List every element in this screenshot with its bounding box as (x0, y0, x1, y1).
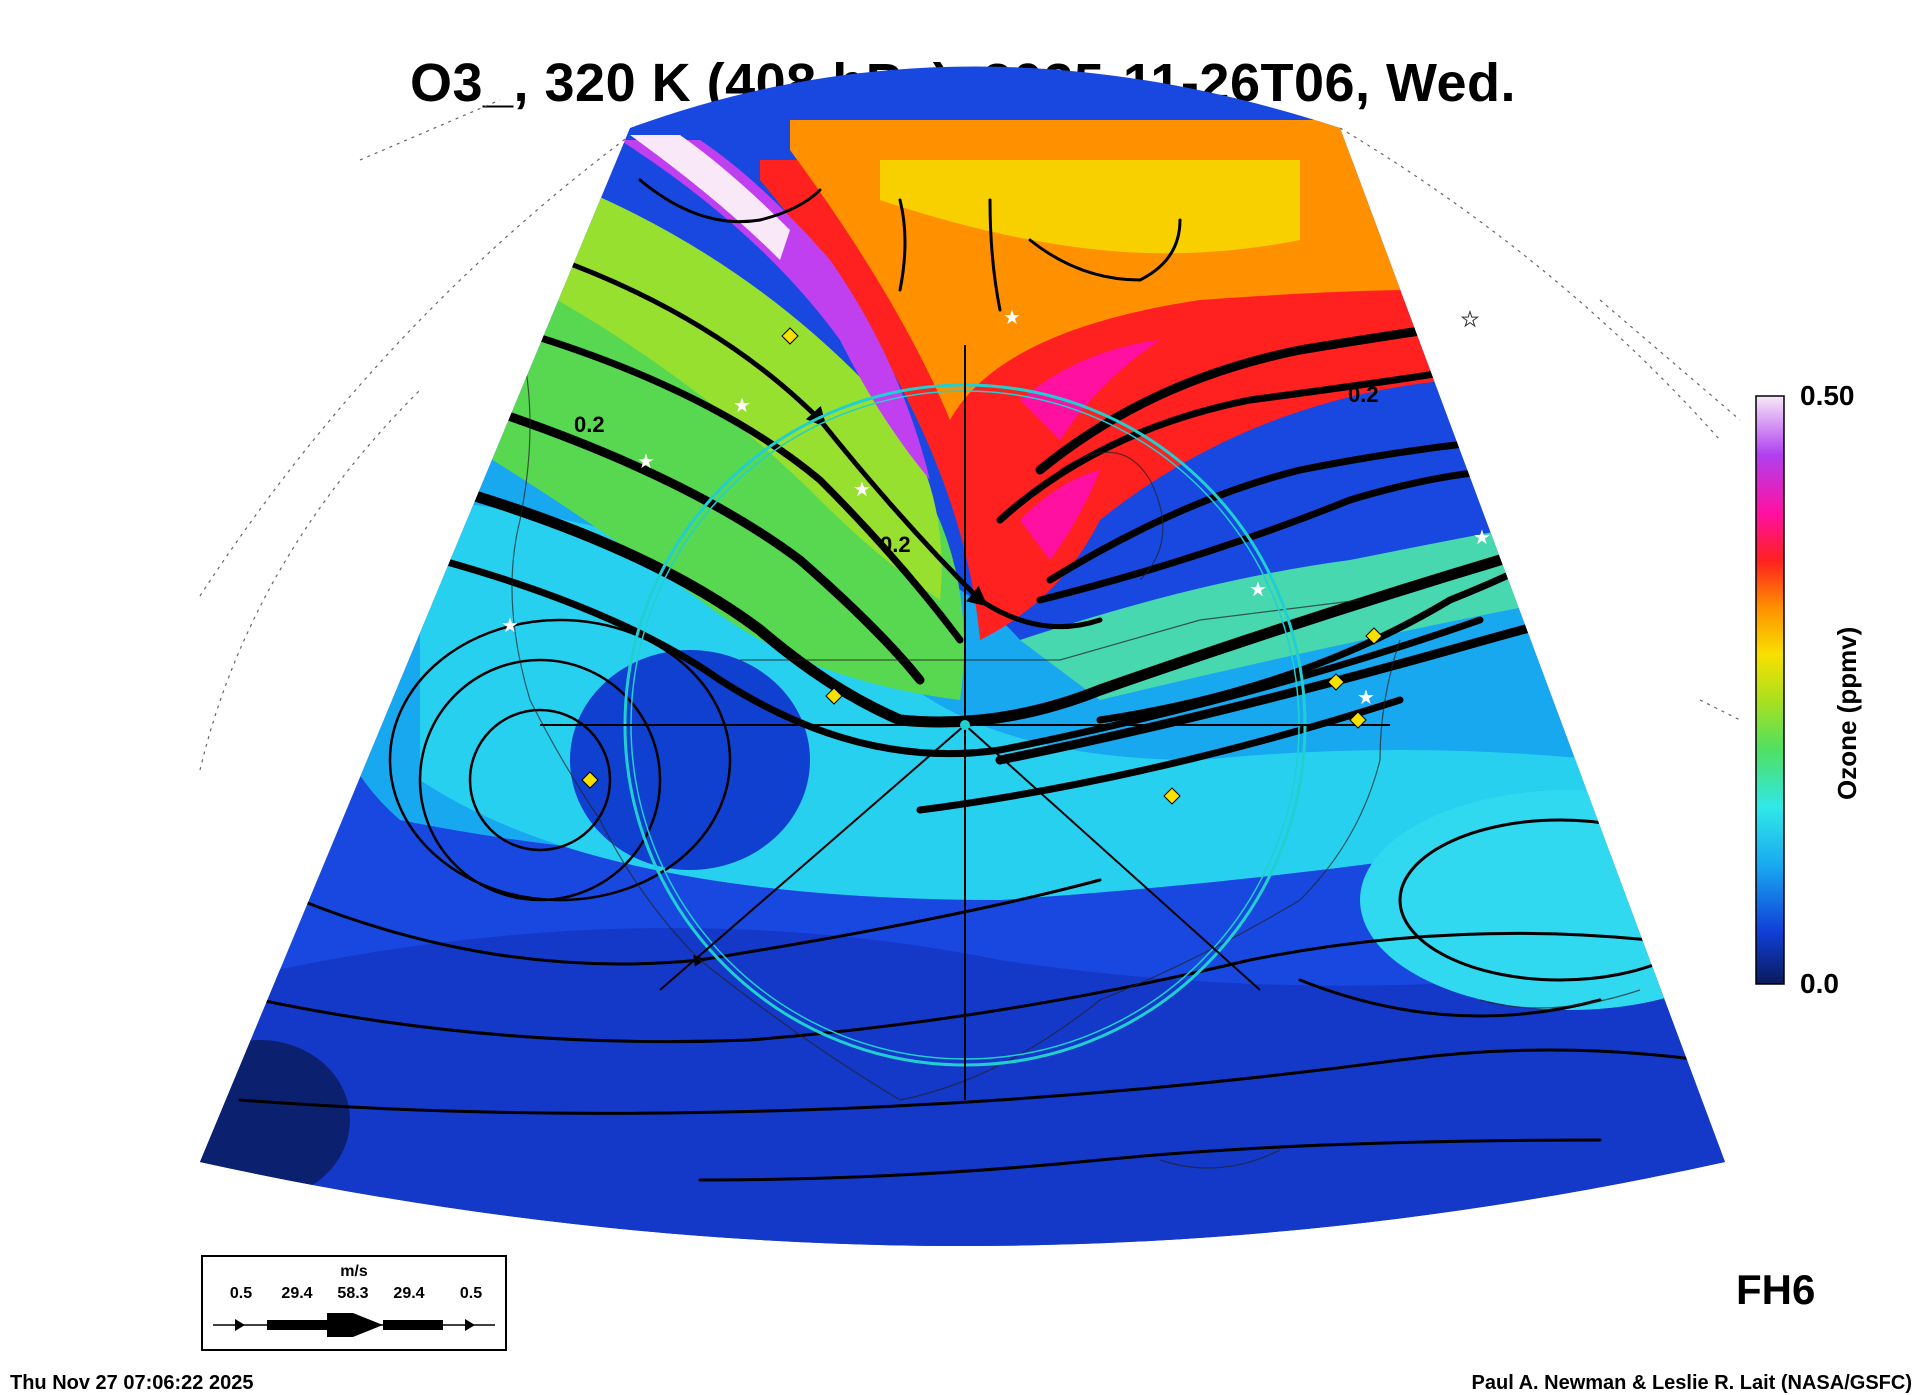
wind-legend-unit: m/s (340, 1263, 368, 1280)
colorbar (1755, 395, 1785, 985)
wind-legend-value: 29.4 (281, 1285, 313, 1302)
svg-text:★: ★ (733, 393, 751, 417)
svg-text:★: ★ (1003, 305, 1021, 329)
reference-lines (540, 345, 1390, 1100)
svg-text:★: ★ (1357, 685, 1375, 709)
wind-legend-value: 29.4 (393, 1285, 425, 1302)
wind-legend-value: 0.5 (459, 1285, 483, 1302)
svg-text:★: ★ (853, 477, 871, 501)
forecast-hour-label: FH6 (1736, 1266, 1816, 1313)
svg-text:★: ★ (501, 613, 519, 637)
colorbar-title: Ozone (ppmv) (1832, 626, 1862, 800)
contour-label: 0.2 (1348, 382, 1379, 407)
svg-text:★: ★ (637, 449, 655, 473)
wind-legend-value: 0.5 (229, 1285, 253, 1302)
graticule (199, 99, 1741, 771)
svg-text:★: ★ (1473, 525, 1491, 549)
wind-speed-legend: m/s 0.5 29.4 58.3 29.4 0.5 (201, 1255, 507, 1351)
ozone-field (200, 66, 1725, 1246)
contour-labels: 0.2 0.2 0.2 (574, 382, 1379, 557)
colorbar-max-label: 0.50 (1800, 380, 1855, 411)
contour-label: 0.2 (880, 532, 911, 557)
timestamp: Thu Nov 27 07:06:22 2025 (10, 1372, 254, 1394)
wind-legend-arrow (213, 1313, 495, 1337)
svg-text:★: ★ (1461, 307, 1479, 331)
star-markers: ★ ★ ★ ★ ★ ★ ★ ★ ★ (501, 305, 1491, 709)
svg-text:★: ★ (1249, 577, 1267, 601)
credit: Paul A. Newman & Leslie R. Lait (NASA/GS… (1471, 1372, 1912, 1394)
wind-legend-value: 58.3 (337, 1285, 369, 1302)
contour-label: 0.2 (574, 412, 605, 437)
coastlines (511, 339, 1641, 1169)
colorbar-min-label: 0.0 (1800, 968, 1839, 999)
yellow-diamond-markers (581, 327, 1383, 805)
